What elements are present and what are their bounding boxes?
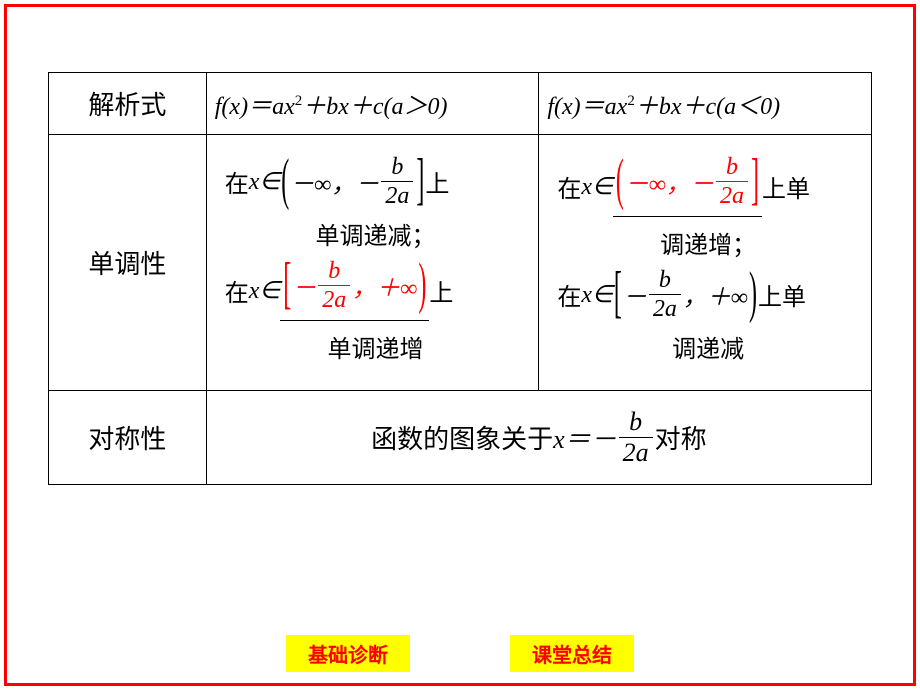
frac-den: 2a (619, 437, 653, 466)
frac-num: b (387, 155, 407, 181)
mid-text: 调递增； (557, 225, 859, 260)
suffix: 上 (425, 164, 449, 199)
frac-den: 2a (649, 294, 681, 321)
bracket-right-icon: ] (416, 152, 424, 210)
row1-col3: f(x)＝ax2＋bx＋c(a＜0) (539, 73, 872, 135)
frac-num: b (625, 409, 646, 437)
bracket-left-icon: ( (281, 152, 289, 210)
neg-sign: － (292, 268, 316, 303)
sym-before: 函数的图象关于 (371, 419, 553, 456)
frac-num: b (324, 259, 344, 285)
sym-after: 对称 (655, 419, 707, 456)
blank-underline: ( －∞， － b 2a ] (613, 155, 762, 217)
properties-table: 解析式 f(x)＝ax2＋bx＋c(a＞0) f(x)＝ax2＋bx＋c(a＜0… (48, 72, 872, 485)
suffix: 上单 (762, 169, 810, 204)
mid-text: 调递减 (557, 329, 859, 364)
basics-button[interactable]: 基础诊断 (286, 635, 410, 672)
row1-label: 解析式 (49, 73, 207, 135)
frac-den: 2a (318, 285, 350, 312)
fraction: b 2a (716, 155, 748, 208)
prefix: 在 (557, 277, 581, 312)
suffix: 上单 (758, 277, 806, 312)
summary-button[interactable]: 课堂总结 (510, 635, 634, 672)
bracket-left-icon: ( (616, 152, 624, 210)
prefix: 在 (557, 169, 581, 204)
table-row: 解析式 f(x)＝ax2＋bx＋c(a＞0) f(x)＝ax2＋bx＋c(a＜0… (49, 73, 872, 135)
row2-col3: 在 x∈ ( －∞， － b 2a ] 上单 调递增； 在 x∈ (539, 135, 872, 391)
bracket-left-icon: [ (614, 265, 622, 323)
suffix: 上 (429, 273, 453, 308)
row3-label: 对称性 (49, 391, 207, 485)
var: x∈ (581, 172, 613, 201)
monotone-line: 在 x∈ [ － b 2a ，＋∞ ) 上 (225, 259, 527, 321)
frac-num: b (722, 155, 742, 181)
fraction: b 2a (649, 268, 681, 321)
row1-col2: f(x)＝ax2＋bx＋c(a＞0) (206, 73, 539, 135)
bracket-left-icon: [ (283, 256, 291, 314)
prefix: 在 (225, 164, 249, 199)
right-bound: ，＋∞ (352, 268, 417, 303)
row2-label: 单调性 (49, 135, 207, 391)
prefix: 在 (225, 273, 249, 308)
frac-num: b (655, 268, 675, 294)
mid-text: 单调递增 (225, 329, 527, 364)
row3-content: 函数的图象关于 x＝－ b 2a 对称 (206, 391, 871, 485)
left-bound: －∞， (625, 164, 690, 199)
bracket-right-icon: ) (418, 256, 426, 314)
button-bar: 基础诊断 课堂总结 (0, 635, 920, 672)
table-row: 对称性 函数的图象关于 x＝－ b 2a 对称 (49, 391, 872, 485)
row2-col2: 在 x∈ ( －∞， － b 2a ] 上 单调递减； 在 x∈ [ － (206, 135, 539, 391)
sym-var: x＝－ (553, 419, 617, 456)
var: x∈ (581, 280, 613, 309)
left-bound: －∞， (290, 164, 355, 199)
blank-underline: [ － b 2a ，＋∞ ) (280, 259, 429, 321)
mid-text: 单调递减； (225, 216, 527, 251)
neg-sign: － (355, 164, 379, 199)
fraction: b 2a (619, 409, 653, 466)
right-bound: ，＋∞ (683, 277, 748, 312)
monotone-line: 在 x∈ [ － b 2a ，＋∞ ) 上单 (557, 268, 859, 321)
monotone-line: 在 x∈ ( －∞， － b 2a ] 上单 (557, 155, 859, 217)
fraction: b 2a (381, 155, 413, 208)
bracket-right-icon: ) (749, 265, 757, 323)
table-row: 单调性 在 x∈ ( －∞， － b 2a ] 上 单调递减； 在 x∈ (49, 135, 872, 391)
monotone-line: 在 x∈ ( －∞， － b 2a ] 上 (225, 155, 527, 208)
frac-den: 2a (381, 181, 413, 208)
fraction: b 2a (318, 259, 350, 312)
neg-sign: － (690, 164, 714, 199)
var: x∈ (249, 276, 281, 305)
bracket-right-icon: ] (751, 152, 759, 210)
var: x∈ (249, 167, 281, 196)
neg-sign: － (623, 277, 647, 312)
frac-den: 2a (716, 181, 748, 208)
